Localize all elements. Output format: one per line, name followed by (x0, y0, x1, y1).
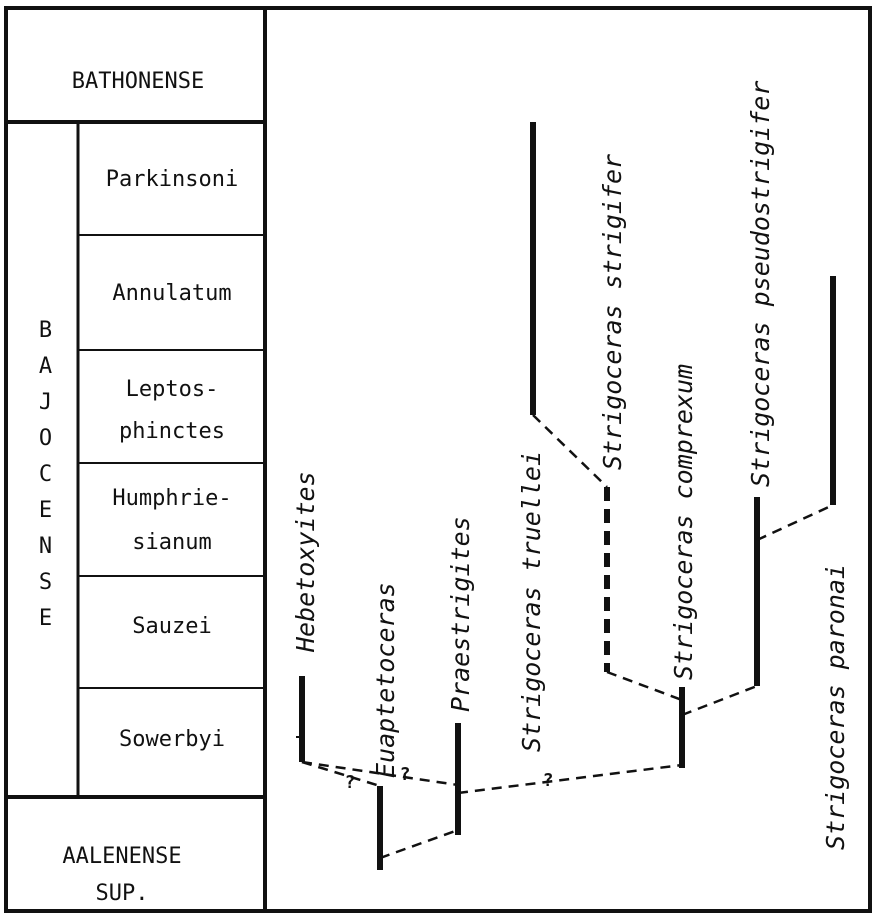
zone-label: Sauzei (132, 614, 211, 639)
taxon-label: Praestrigites (446, 516, 475, 712)
zone-label: Sowerbyi (119, 727, 225, 752)
taxon-label: Strigoceras paronai (821, 564, 850, 850)
zone-label: Leptos- (126, 377, 219, 402)
taxon-label: Strigoceras truellei (517, 451, 546, 752)
zone-label: sianum (132, 530, 211, 555)
outer-frame (4, 6, 872, 913)
taxon-label: Euaptetoceras (371, 582, 400, 778)
zone-label: Annulatum (112, 281, 231, 306)
taxon-label: Strigoceras comprexum (669, 364, 698, 680)
uncertain-mark: ? (400, 764, 411, 785)
stage-label: BAJOCENSE (33, 318, 58, 642)
zone-label: Parkinsoni (106, 167, 238, 192)
zone-label: phinctes (119, 419, 225, 444)
taxon-label: Hebetoxyites (291, 471, 320, 653)
uncertain-mark: ? (345, 772, 356, 793)
zone-lines (78, 234, 265, 689)
ranges (296, 122, 836, 870)
stage-label: BATHONENSE (72, 69, 204, 94)
stage-label: SUP. (96, 881, 149, 906)
taxon-label: Strigoceras pseudostrigifer (746, 81, 775, 487)
links (301, 414, 834, 860)
stage-label: AALENENSE (62, 844, 181, 869)
uncertain-mark: ? (543, 770, 554, 791)
taxon-label: Strigoceras strigifer (598, 154, 627, 470)
zone-label: Humphrie- (112, 486, 231, 511)
